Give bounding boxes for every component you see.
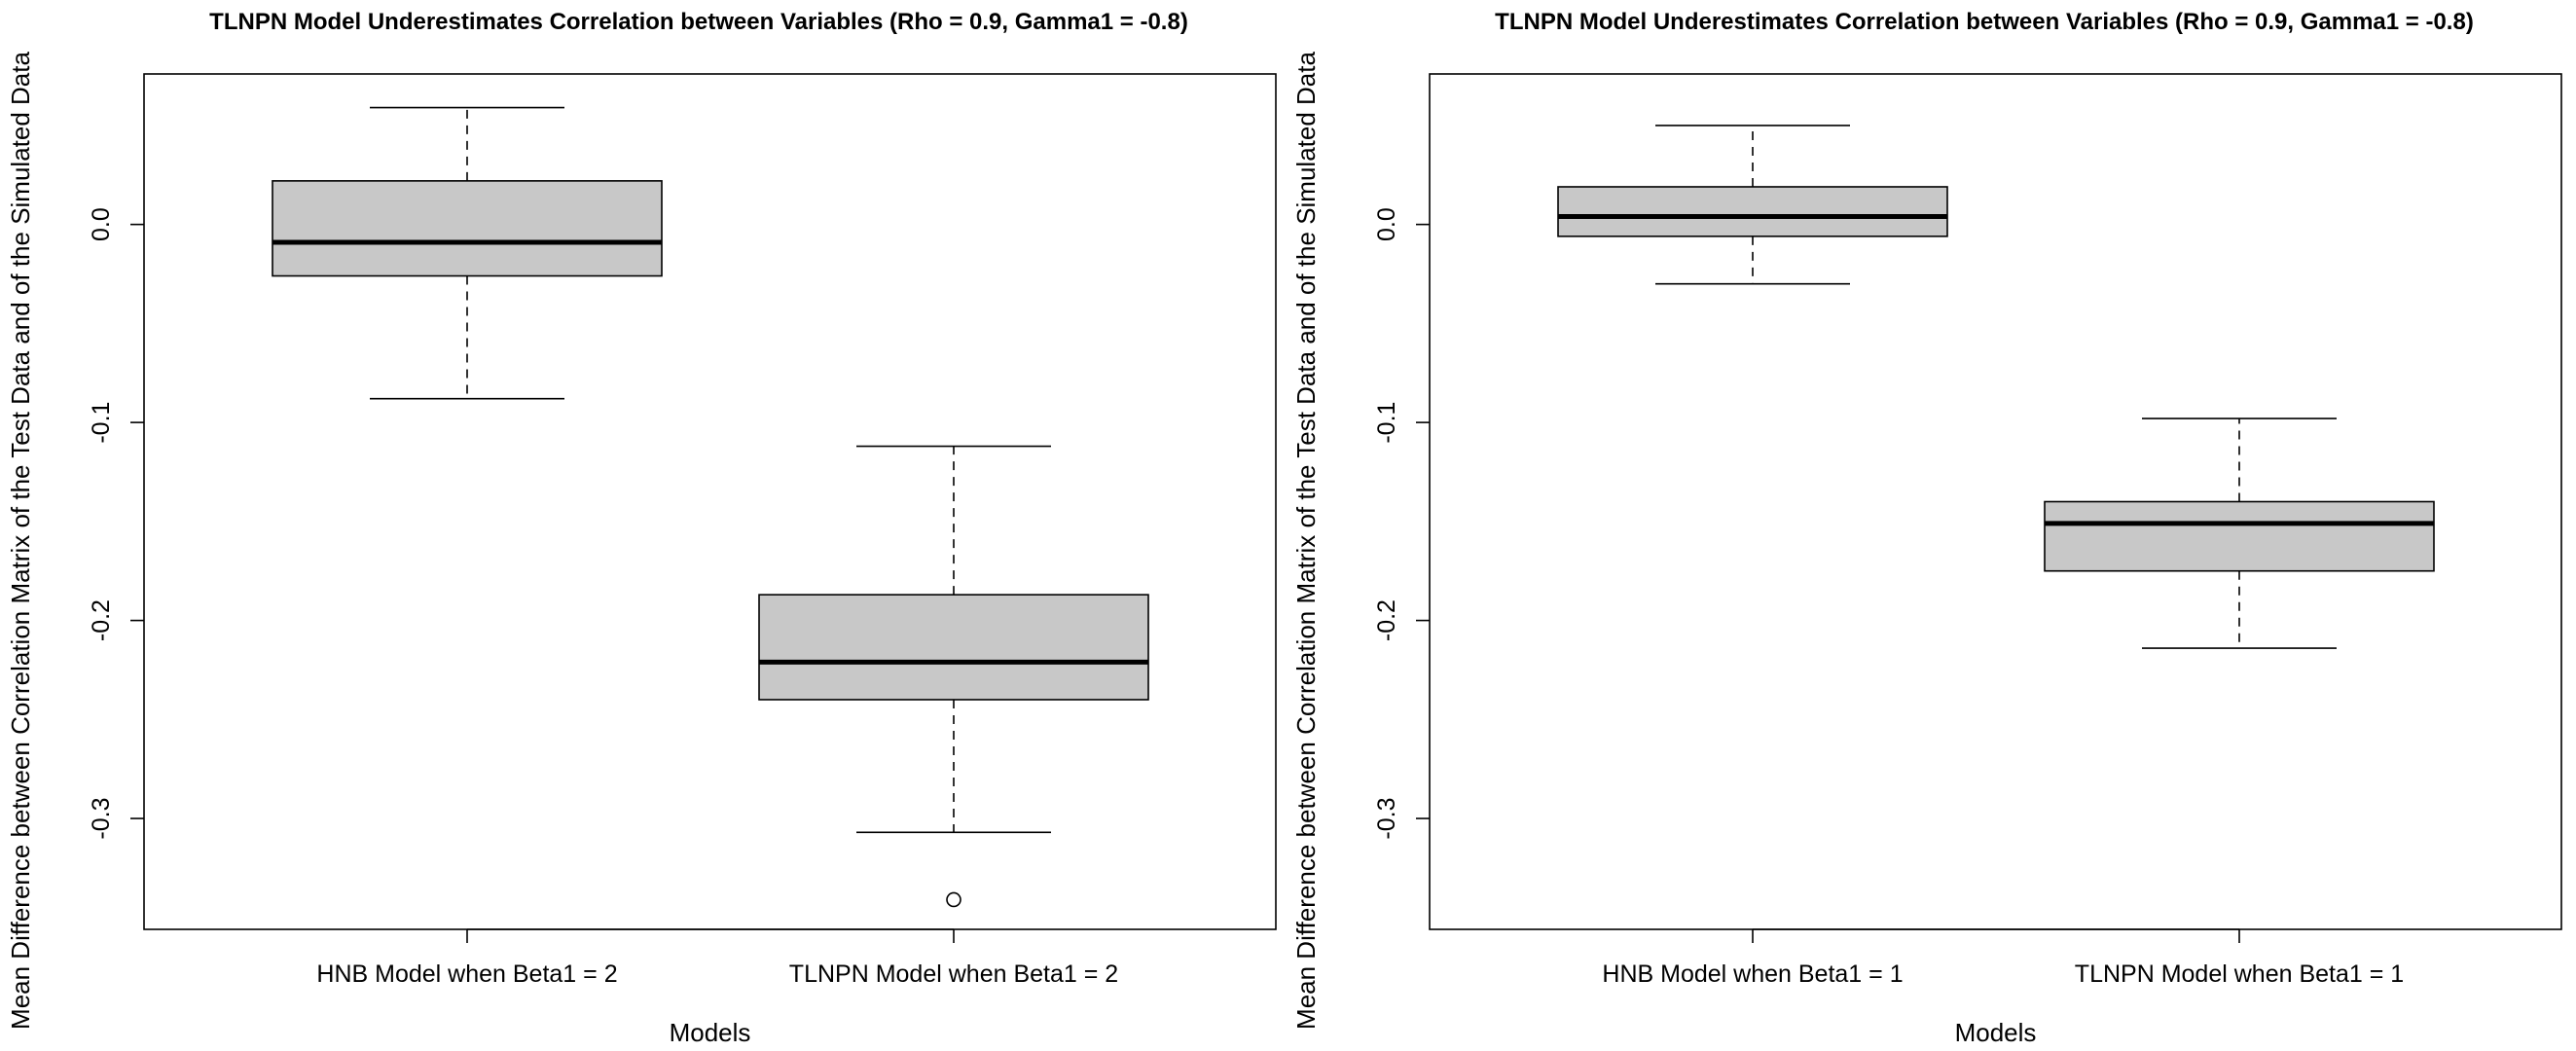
box-2 xyxy=(2044,417,2435,649)
chart-title: TLNPN Model Underestimates Correlation b… xyxy=(209,9,1188,35)
chart-title: TLNPN Model Underestimates Correlation b… xyxy=(1495,9,2474,35)
y-tick-label: -0.3 xyxy=(88,798,115,840)
box-2 xyxy=(758,445,1149,908)
x-axis-label: Models xyxy=(1955,1018,2037,1047)
box-iqr xyxy=(272,180,663,277)
x-tick-label: TLNPN Model when Beta1 = 2 xyxy=(789,960,1118,988)
y-tick-label: -0.3 xyxy=(1373,798,1400,840)
y-tick-label: -0.2 xyxy=(1373,599,1400,641)
x-tick-label: HNB Model when Beta1 = 1 xyxy=(1602,960,1903,988)
box-iqr xyxy=(2044,500,2435,572)
x-tick-label: TLNPN Model when Beta1 = 1 xyxy=(2075,960,2404,988)
y-tick-label: 0.0 xyxy=(88,207,115,241)
y-tick-label: -0.2 xyxy=(88,599,115,641)
box-1 xyxy=(272,106,663,400)
y-axis-label: Mean Difference between Correlation Matr… xyxy=(1291,52,1321,1030)
box-iqr xyxy=(758,594,1149,701)
y-tick-label: -0.1 xyxy=(1373,402,1400,444)
box-iqr xyxy=(1557,186,1948,237)
outlier-point xyxy=(946,891,961,908)
chart-panel-1: TLNPN Model Underestimates Correlation b… xyxy=(6,9,1277,1047)
chart-panel-2: TLNPN Model Underestimates Correlation b… xyxy=(1291,9,2562,1047)
x-tick-label: HNB Model when Beta1 = 2 xyxy=(316,960,617,988)
y-axis-label: Mean Difference between Correlation Matr… xyxy=(6,52,35,1030)
y-tick-label: -0.1 xyxy=(88,402,115,444)
y-tick-label: 0.0 xyxy=(1373,207,1400,241)
box-1 xyxy=(1557,125,1948,285)
x-axis-label: Models xyxy=(670,1018,751,1047)
